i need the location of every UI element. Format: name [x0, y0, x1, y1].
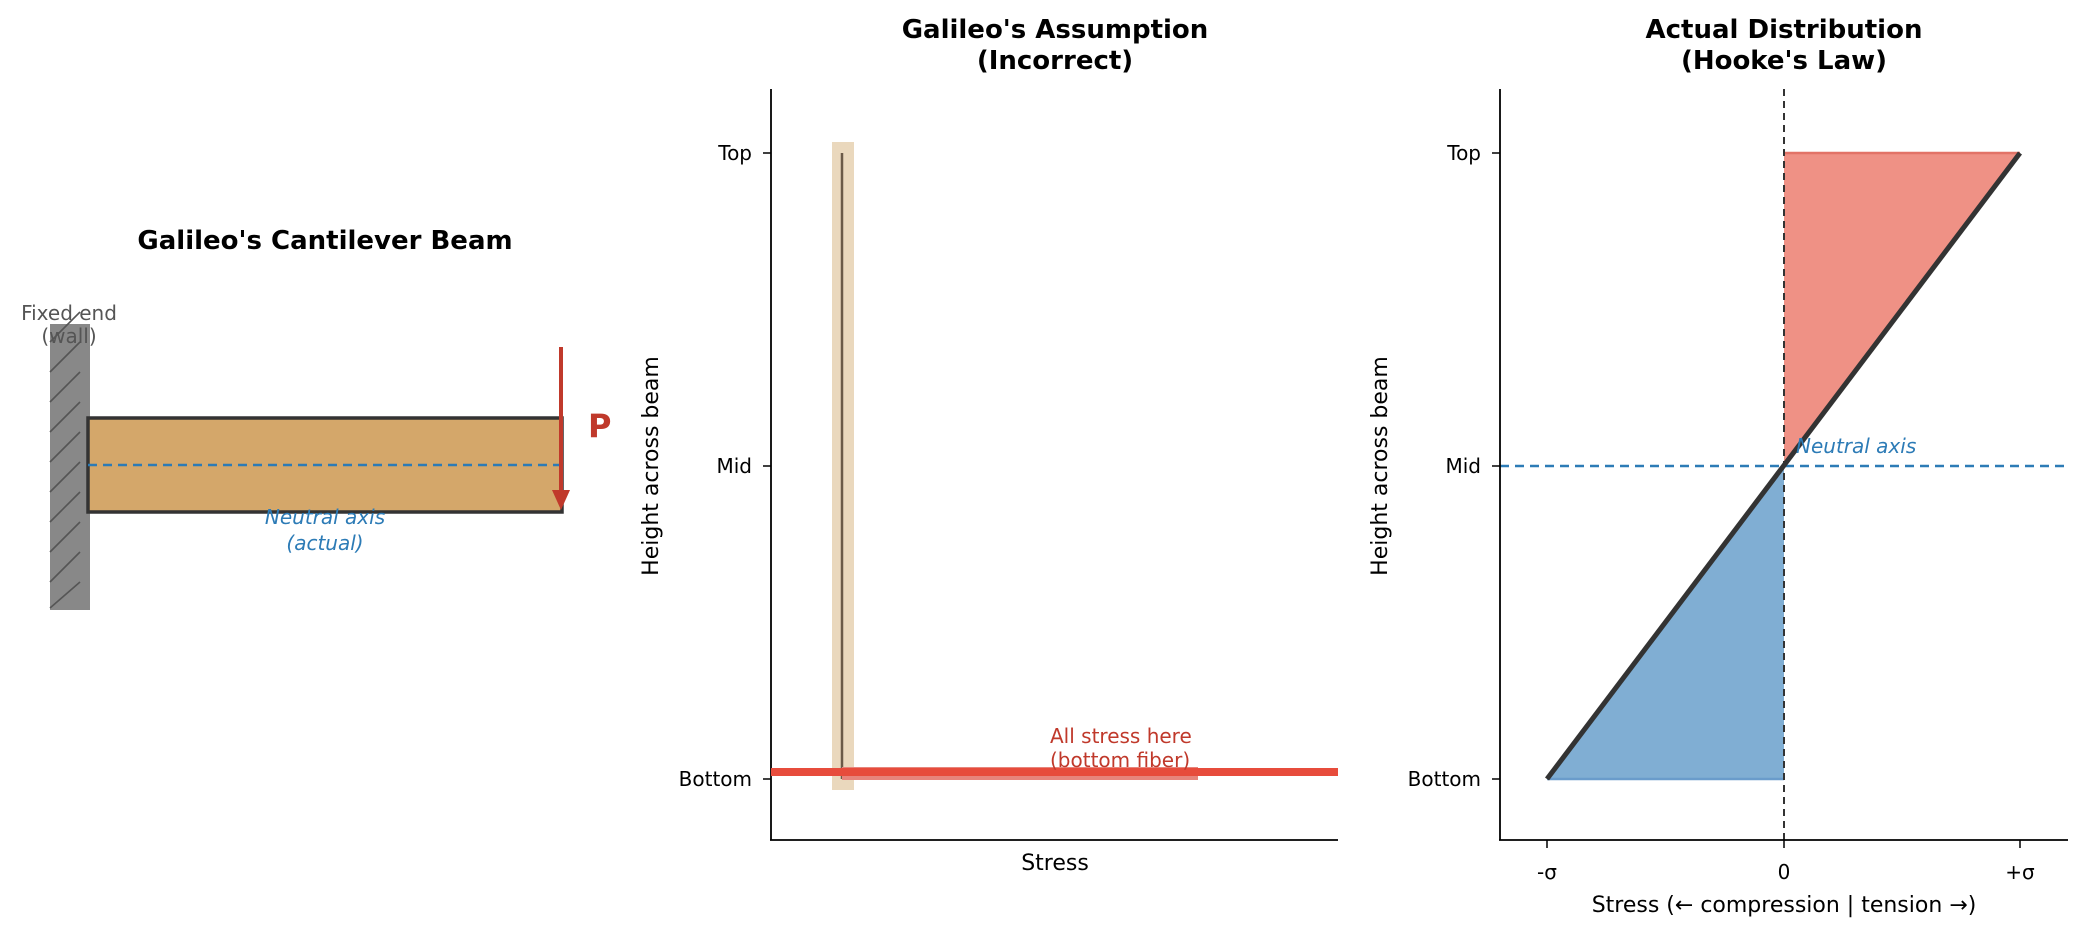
beam-neutral-axis-label-line1: Neutral axis	[265, 505, 385, 529]
actual-xtick-neg: -σ	[1537, 860, 1557, 884]
galileo-xlabel: Stress	[1021, 851, 1089, 876]
wall-label-line2: (wall)	[41, 324, 96, 348]
actual-ylabel: Height across beam	[1368, 356, 1393, 576]
galileo-ytick-mid: Mid	[716, 454, 752, 478]
beam-neutral-axis-label-line2: (actual)	[286, 531, 363, 555]
galileo-ytick-top: Top	[717, 141, 752, 165]
actual-xtick-pos: +σ	[2005, 860, 2035, 884]
force-arrow-head	[552, 490, 570, 510]
galileo-panel: Galileo's Assumption (Incorrect) Top Mid…	[639, 15, 1338, 876]
galileo-annotation-line1: All stress here	[1050, 724, 1192, 748]
wall-hatching	[49, 311, 81, 609]
actual-panel: Actual Distribution (Hooke's Law) Neutra…	[1368, 15, 2068, 918]
galileo-annotation-line2: (bottom fiber)	[1050, 748, 1190, 772]
beam-panel-title: Galileo's Cantilever Beam	[137, 226, 512, 256]
actual-xtick-zero: 0	[1778, 860, 1791, 884]
galileo-ytick-bottom: Bottom	[679, 767, 752, 791]
stress-distribution-line	[1545, 151, 2022, 781]
galileo-title-line2: (Incorrect)	[977, 46, 1133, 76]
beam	[86, 416, 564, 514]
actual-ytick-top: Top	[1446, 141, 1481, 165]
force-label: P	[588, 407, 611, 445]
actual-title-line1: Actual Distribution	[1646, 15, 1923, 45]
galileo-ylabel: Height across beam	[639, 356, 664, 576]
actual-neutral-axis-label: Neutral axis	[1796, 434, 1916, 458]
galileo-title-line1: Galileo's Assumption	[902, 15, 1209, 45]
actual-title-line2: (Hooke's Law)	[1681, 46, 1887, 76]
actual-ytick-bottom: Bottom	[1408, 767, 1481, 791]
wall-label-line1: Fixed end	[21, 301, 117, 325]
beam-panel: Galileo's Cantilever Beam Fixed end (wal…	[21, 226, 611, 610]
actual-xlabel: Stress (← compression | tension →)	[1592, 893, 1977, 918]
actual-ytick-mid: Mid	[1445, 454, 1481, 478]
